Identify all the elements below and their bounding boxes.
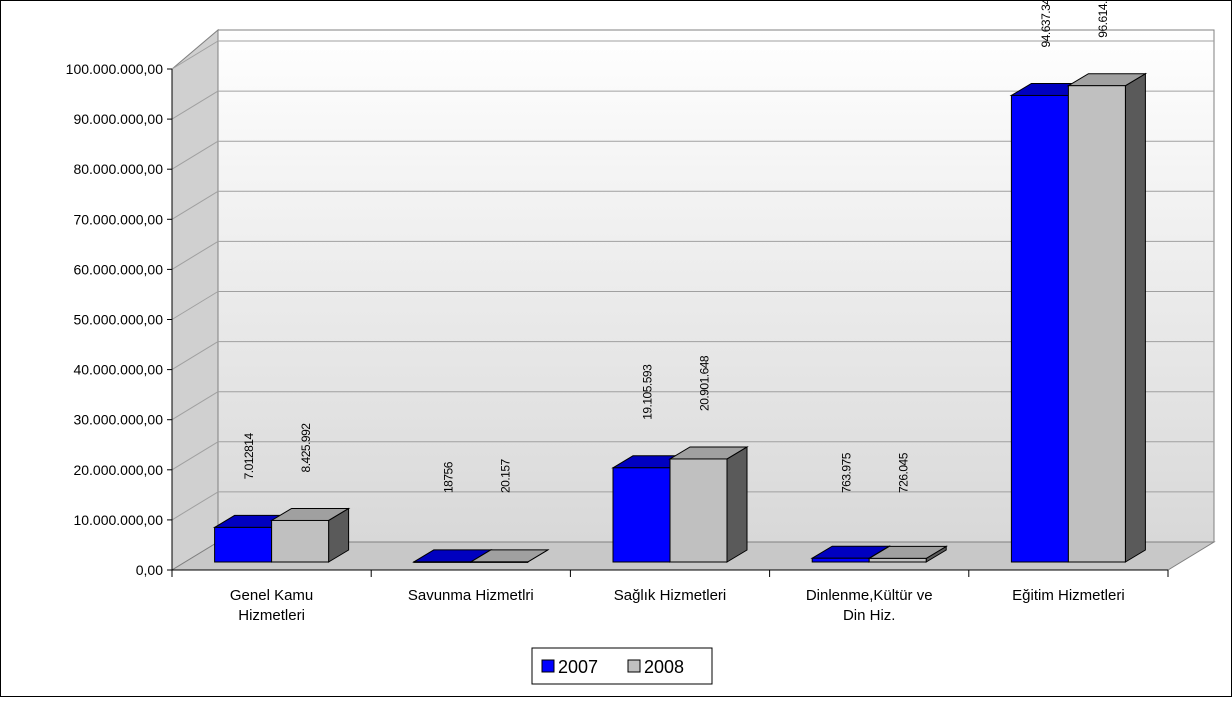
side-wall — [171, 28, 219, 571]
bar-side — [726, 446, 748, 563]
bar — [214, 526, 273, 563]
x-tick-label: Eğitim Hizmetleri — [1012, 587, 1125, 604]
legend-label: 2008 — [644, 657, 684, 677]
x-tick-label: Genel Kamu Hizmetleri — [230, 587, 313, 624]
legend-swatch — [627, 659, 641, 673]
y-tick-label: 60.000.000,00 — [73, 261, 163, 277]
legend-box — [531, 647, 713, 685]
data-label: 18756 — [441, 461, 455, 493]
data-label: 20.157 — [498, 458, 512, 493]
bar — [669, 458, 728, 563]
bar-side — [1124, 72, 1146, 563]
y-tick-label: 0,00 — [136, 562, 163, 578]
gridline-side — [171, 40, 219, 70]
y-tick-label: 80.000.000,00 — [73, 161, 163, 177]
bar — [811, 557, 870, 563]
gridline-side — [171, 140, 219, 170]
y-tick-label: 30.000.000,00 — [73, 412, 163, 428]
y-tick-label: 100.000.000,00 — [66, 61, 164, 77]
data-label: 7.012814 — [242, 433, 256, 480]
gridline-side — [171, 491, 219, 521]
bar — [612, 467, 671, 563]
gridline-side — [171, 90, 219, 120]
y-tick-label: 20.000.000,00 — [73, 462, 163, 478]
data-label: 96.614.946 — [1096, 0, 1110, 38]
gridline-side — [171, 441, 219, 471]
gridline-side — [171, 341, 219, 371]
data-label: 19.105.593 — [641, 364, 655, 420]
y-tick-label: 90.000.000,00 — [73, 111, 163, 127]
bar — [1010, 94, 1069, 563]
y-tick-label: 70.000.000,00 — [73, 211, 163, 227]
y-tick-label: 50.000.000,00 — [73, 312, 163, 328]
bar — [868, 557, 927, 563]
gridline-side — [171, 190, 219, 220]
data-label: 20.901.648 — [698, 355, 712, 411]
bar — [1067, 85, 1126, 563]
data-label: 726.045 — [897, 452, 911, 493]
bar — [271, 519, 330, 563]
data-label: 94.637.347 — [1039, 0, 1053, 47]
x-tick-label: Sağlık Hizmetleri — [614, 587, 727, 604]
x-tick-label: Savunma Hizmetlri — [408, 587, 534, 604]
gridline-side — [171, 291, 219, 320]
gridline-side — [171, 240, 219, 270]
data-label: 8.425.992 — [299, 423, 313, 473]
x-tick-label: Dinlenme,Kültür ve Din Hiz. — [806, 587, 933, 624]
legend-label: 2007 — [558, 657, 598, 677]
bar — [470, 561, 529, 563]
legend-swatch — [541, 659, 555, 673]
y-tick-label: 40.000.000,00 — [73, 362, 163, 378]
y-tick-label: 10.000.000,00 — [73, 512, 163, 528]
gridline-side — [171, 391, 219, 421]
data-label: 763.975 — [840, 452, 854, 493]
bar — [413, 561, 472, 563]
